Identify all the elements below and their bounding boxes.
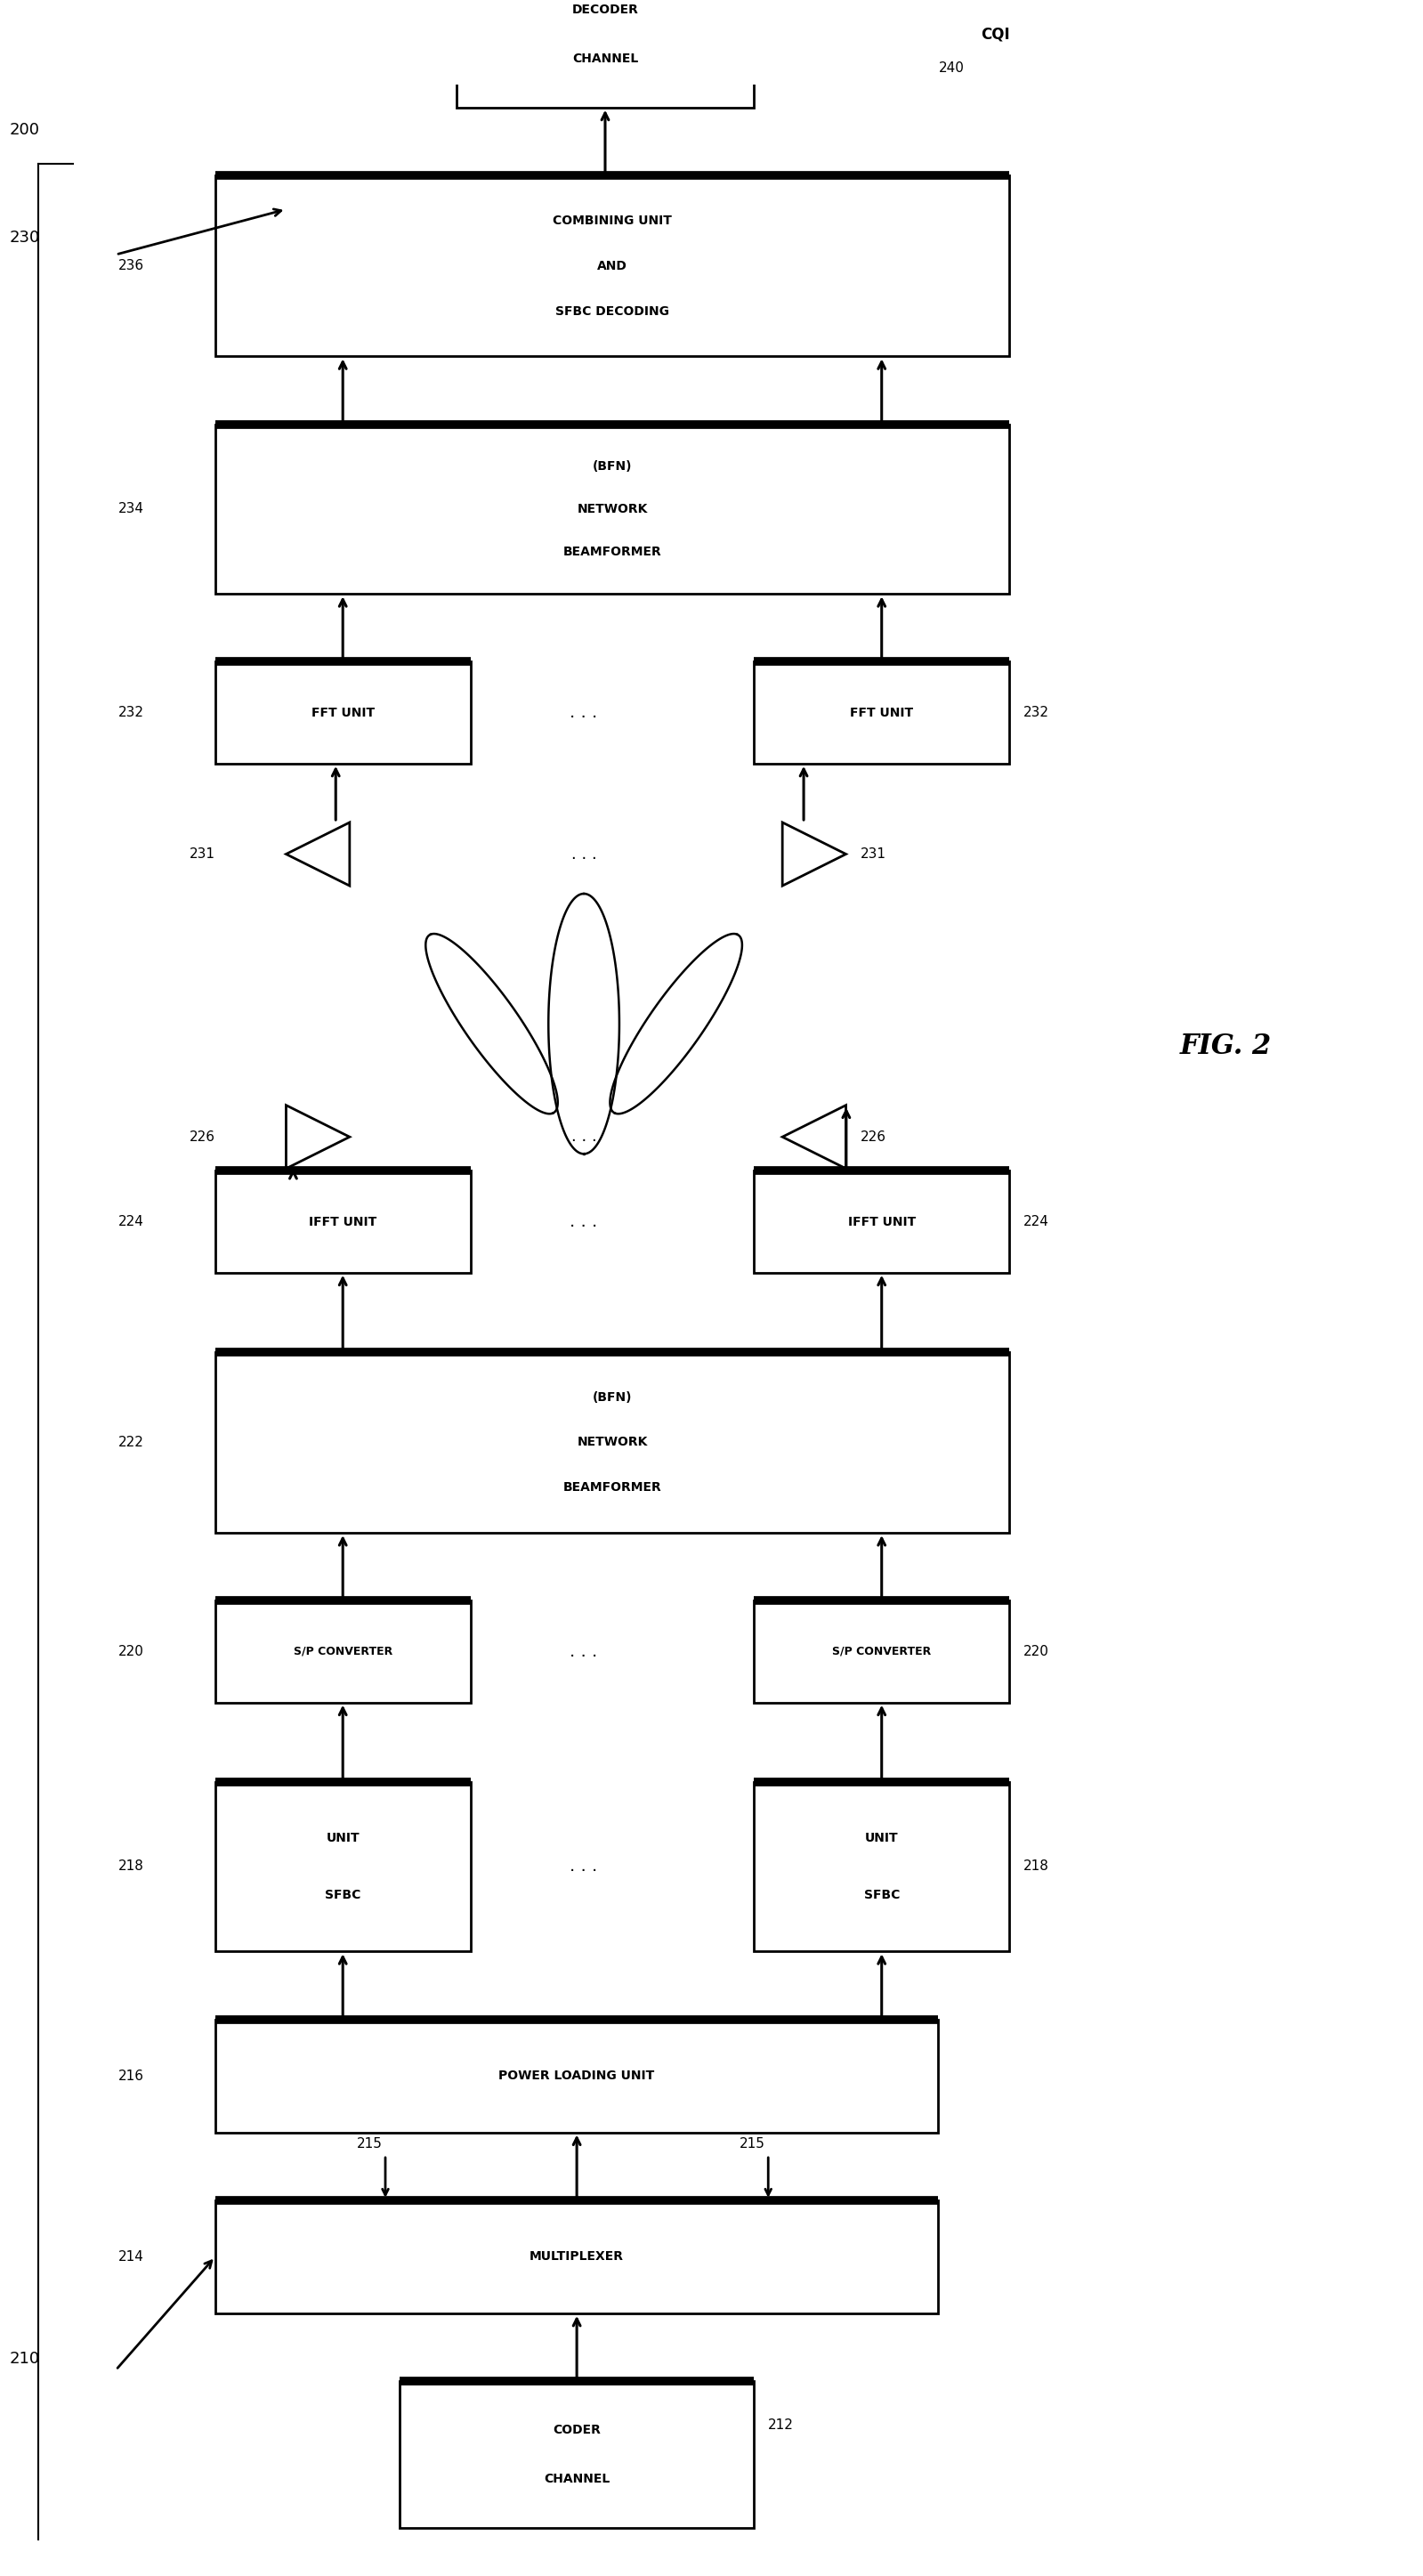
Bar xyxy=(457,0,754,108)
Text: 226: 226 xyxy=(861,1131,887,1144)
Text: 216: 216 xyxy=(118,2069,144,2081)
Bar xyxy=(754,1783,1009,1953)
Bar xyxy=(215,662,471,762)
Text: BEAMFORMER: BEAMFORMER xyxy=(564,546,662,559)
Text: AND: AND xyxy=(598,260,628,273)
Text: 215: 215 xyxy=(357,2138,383,2151)
Text: IFFT UNIT: IFFT UNIT xyxy=(309,1216,377,1229)
Bar xyxy=(215,425,1009,595)
Text: S/P CONVERTER: S/P CONVERTER xyxy=(293,1646,393,1656)
Text: NETWORK: NETWORK xyxy=(576,502,647,515)
Text: DECODER: DECODER xyxy=(572,3,639,15)
Text: 210: 210 xyxy=(10,2349,40,2367)
Text: . . .: . . . xyxy=(571,845,596,863)
Text: POWER LOADING UNIT: POWER LOADING UNIT xyxy=(499,2069,655,2081)
Text: 218: 218 xyxy=(118,1860,144,1873)
Text: S/P CONVERTER: S/P CONVERTER xyxy=(832,1646,931,1656)
Bar xyxy=(215,175,1009,355)
Bar xyxy=(215,1172,471,1273)
Text: 240: 240 xyxy=(938,62,965,75)
Text: 232: 232 xyxy=(1023,706,1049,719)
Bar xyxy=(754,662,1009,762)
Bar xyxy=(754,1600,1009,1703)
Text: FFT UNIT: FFT UNIT xyxy=(850,706,914,719)
Text: . . .: . . . xyxy=(571,1857,598,1875)
Text: 230: 230 xyxy=(10,229,40,245)
Text: 220: 220 xyxy=(118,1646,144,1659)
Text: 222: 222 xyxy=(118,1435,144,1450)
Text: CHANNEL: CHANNEL xyxy=(572,52,638,64)
Text: . . .: . . . xyxy=(571,1128,596,1144)
Bar xyxy=(215,1783,471,1953)
Text: CQI: CQI xyxy=(980,26,1010,41)
Bar xyxy=(215,1352,1009,1533)
Text: 226: 226 xyxy=(189,1131,215,1144)
Bar xyxy=(400,2380,754,2527)
Text: MULTIPLEXER: MULTIPLEXER xyxy=(529,2251,623,2264)
Text: 212: 212 xyxy=(768,2419,794,2432)
Text: CODER: CODER xyxy=(552,2424,601,2437)
Text: CHANNEL: CHANNEL xyxy=(544,2473,610,2486)
Bar xyxy=(754,1172,1009,1273)
Text: 215: 215 xyxy=(740,2138,766,2151)
Text: (BFN): (BFN) xyxy=(592,1391,632,1404)
Text: . . .: . . . xyxy=(571,1213,598,1231)
Text: SFBC: SFBC xyxy=(324,1888,361,1901)
Text: IFFT UNIT: IFFT UNIT xyxy=(848,1216,915,1229)
Text: UNIT: UNIT xyxy=(865,1832,898,1844)
Text: BEAMFORMER: BEAMFORMER xyxy=(564,1481,662,1494)
Text: (BFN): (BFN) xyxy=(592,461,632,474)
Text: 224: 224 xyxy=(118,1216,144,1229)
Text: 200: 200 xyxy=(10,121,40,139)
Text: COMBINING UNIT: COMBINING UNIT xyxy=(552,214,672,227)
Text: 231: 231 xyxy=(861,848,887,860)
Text: FIG. 2: FIG. 2 xyxy=(1180,1033,1271,1061)
Text: . . .: . . . xyxy=(571,703,598,721)
Text: 218: 218 xyxy=(1023,1860,1049,1873)
Text: 220: 220 xyxy=(1023,1646,1049,1659)
Bar xyxy=(215,2020,938,2133)
Text: FFT UNIT: FFT UNIT xyxy=(312,706,374,719)
Text: 234: 234 xyxy=(118,502,144,515)
Text: 232: 232 xyxy=(118,706,144,719)
Bar xyxy=(215,1600,471,1703)
Text: 231: 231 xyxy=(189,848,215,860)
Text: SFBC DECODING: SFBC DECODING xyxy=(555,304,669,317)
Text: NETWORK: NETWORK xyxy=(576,1435,647,1448)
Text: UNIT: UNIT xyxy=(326,1832,360,1844)
Text: SFBC: SFBC xyxy=(864,1888,899,1901)
Bar xyxy=(215,2200,938,2313)
Text: . . .: . . . xyxy=(571,1643,598,1659)
Text: 236: 236 xyxy=(118,260,144,273)
Text: 224: 224 xyxy=(1023,1216,1049,1229)
Text: 214: 214 xyxy=(118,2249,144,2264)
